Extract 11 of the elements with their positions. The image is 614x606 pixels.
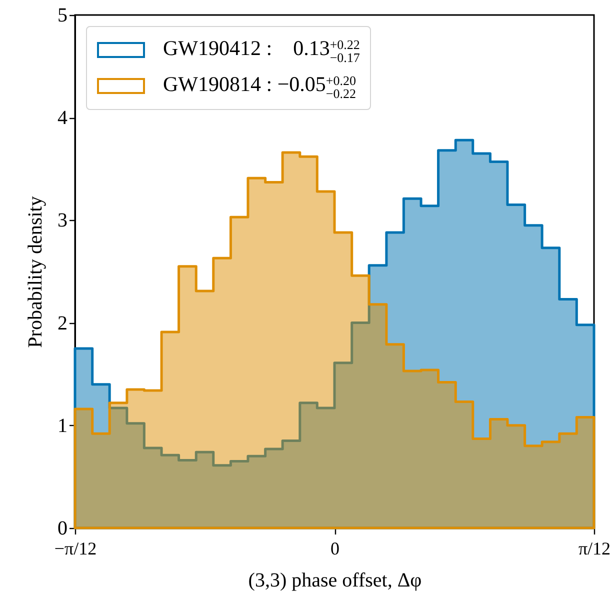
y-axis-title: Probability density [24, 196, 46, 348]
x-axis-title: (3,3) phase offset, Δφ [248, 570, 422, 592]
x-tick-label: π/12 [578, 538, 611, 558]
y-tick-label: 4 [58, 107, 68, 130]
x-tick-label: −π/12 [54, 538, 97, 558]
y-tick-label: 5 [58, 4, 68, 26]
y-tick-label: 2 [58, 312, 68, 334]
y-tick-label: 0 [58, 518, 68, 540]
y-tick-label: 1 [58, 414, 68, 437]
y-tick-label: 3 [58, 210, 68, 232]
x-tick-label: 0 [330, 538, 340, 558]
